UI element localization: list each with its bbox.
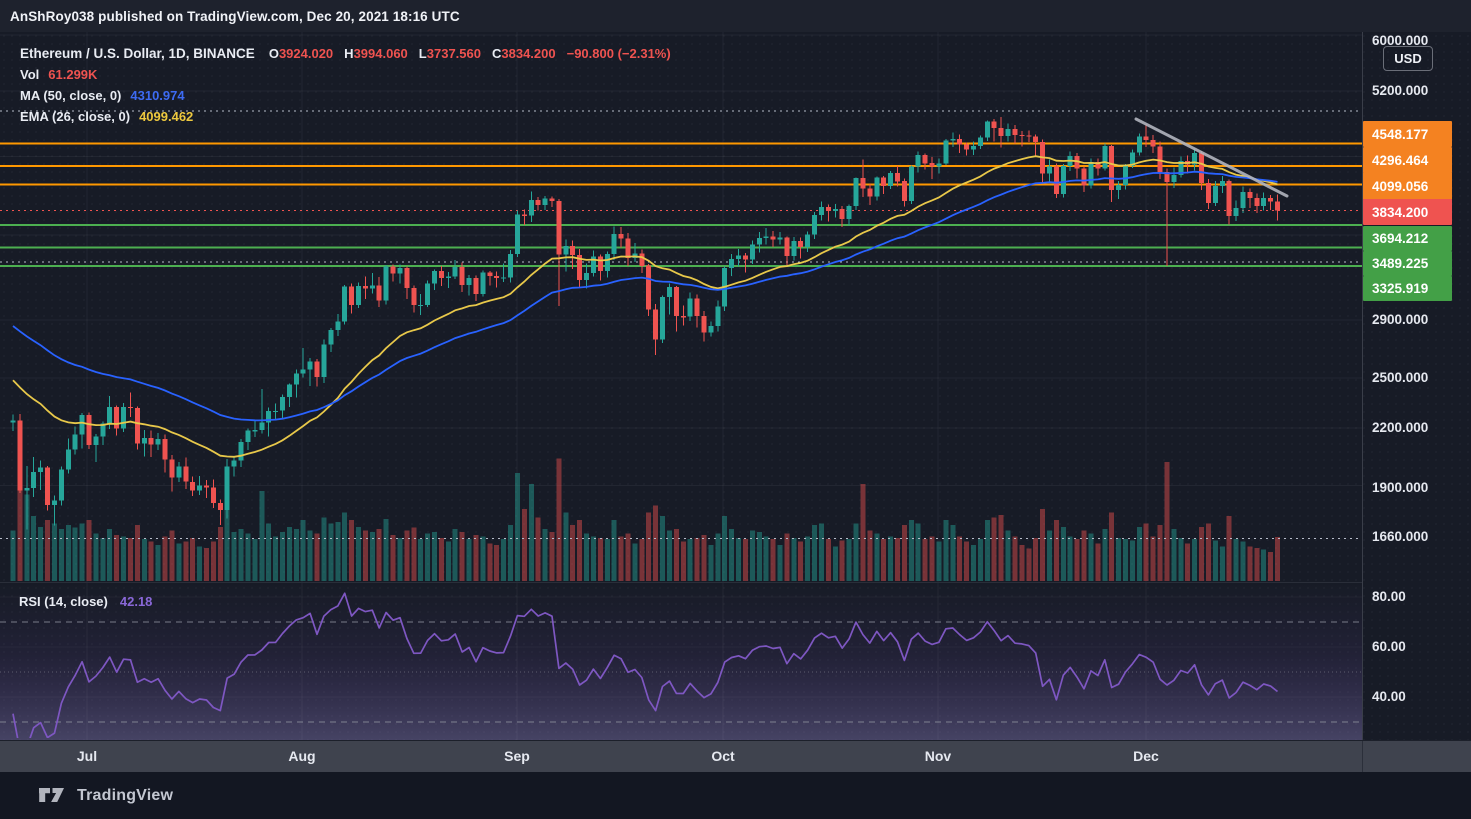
legend-ema-row: EMA (26, close, 0) 4099.462 (20, 106, 671, 127)
price-level-badge: 3325.919 (1363, 275, 1452, 301)
ohlc-open: O3924.020 (268, 46, 334, 61)
rsi-legend: RSI (14, close) 42.18 (19, 594, 152, 609)
price-chart-canvas[interactable] (0, 32, 1362, 740)
time-axis-divider (1362, 741, 1363, 772)
month-label-nov: Nov (924, 748, 952, 764)
time-axis[interactable]: Jul Aug Sep Oct Nov Dec (0, 740, 1471, 772)
volume-value: 61.299K (48, 67, 98, 82)
publish-info-text: AnShRoy038 published on TradingView.com,… (10, 8, 460, 24)
month-label-aug: Aug (288, 748, 316, 764)
ma-label: MA (50, close, 0) (20, 88, 122, 103)
rsi-value: 42.18 (119, 594, 153, 609)
price-level-badge: 4296.464 (1363, 147, 1452, 173)
rsi-label: RSI (14, close) (19, 594, 108, 609)
legend-symbol-row: Ethereum / U.S. Dollar, 1D, BINANCE O392… (20, 43, 671, 64)
price-axis-divider (1362, 32, 1363, 740)
price-axis-label: 5200.000 (1372, 83, 1429, 98)
price-level-badge: 4099.056 (1363, 172, 1452, 200)
price-level-badge: 3489.225 (1363, 250, 1452, 276)
change-value: −90.800 (−2.31%) (566, 46, 671, 61)
month-label-sep: Sep (504, 748, 530, 764)
footer: TradingView (0, 772, 1471, 819)
month-label-oct: Oct (711, 748, 735, 764)
ohlc-low: L3737.560 (418, 46, 481, 61)
rsi-axis-label: 40.00 (1372, 689, 1406, 704)
price-axis-label: 2200.000 (1372, 420, 1429, 435)
ohlc-high: H3994.060 (344, 46, 408, 61)
price-axis-label: 2900.000 (1372, 312, 1429, 327)
symbol-title: Ethereum / U.S. Dollar, 1D, BINANCE (20, 46, 255, 61)
price-axis[interactable]: USD 6000.000 5200.000 2900.000 2500.000 2200… (1362, 32, 1471, 740)
ema-value: 4099.462 (139, 109, 194, 124)
currency-toggle-button[interactable]: USD (1383, 46, 1433, 71)
price-axis-label: 6000.000 (1372, 33, 1429, 48)
symbol-legend: Ethereum / U.S. Dollar, 1D, BINANCE O392… (20, 43, 671, 127)
price-level-badge: 3694.212 (1363, 225, 1452, 251)
price-level-badge: 4548.177 (1363, 121, 1452, 147)
publish-header: AnShRoy038 published on TradingView.com,… (0, 0, 1471, 32)
legend-ma-row: MA (50, close, 0) 4310.974 (20, 85, 671, 106)
ohlc-close: C3834.200 (491, 46, 556, 61)
legend-volume-row: Vol 61.299K (20, 64, 671, 85)
volume-label: Vol (20, 67, 40, 82)
price-axis-label: 1660.000 (1372, 529, 1429, 544)
month-label-jul: Jul (76, 748, 98, 764)
price-axis-label: 2500.000 (1372, 370, 1429, 385)
ema-label: EMA (26, close, 0) (20, 109, 131, 124)
month-label-dec: Dec (1133, 748, 1159, 764)
ma-value: 4310.974 (130, 88, 185, 103)
price-level-badge: 3834.200 (1363, 199, 1452, 225)
price-axis-label: 1900.000 (1372, 480, 1429, 495)
rsi-axis-label: 80.00 (1372, 589, 1406, 604)
rsi-axis-label: 60.00 (1372, 639, 1406, 654)
brand-name[interactable]: TradingView (77, 786, 174, 804)
tradingview-logo-icon[interactable] (38, 787, 66, 804)
chart-container: Ethereum / U.S. Dollar, 1D, BINANCE O392… (0, 32, 1471, 740)
